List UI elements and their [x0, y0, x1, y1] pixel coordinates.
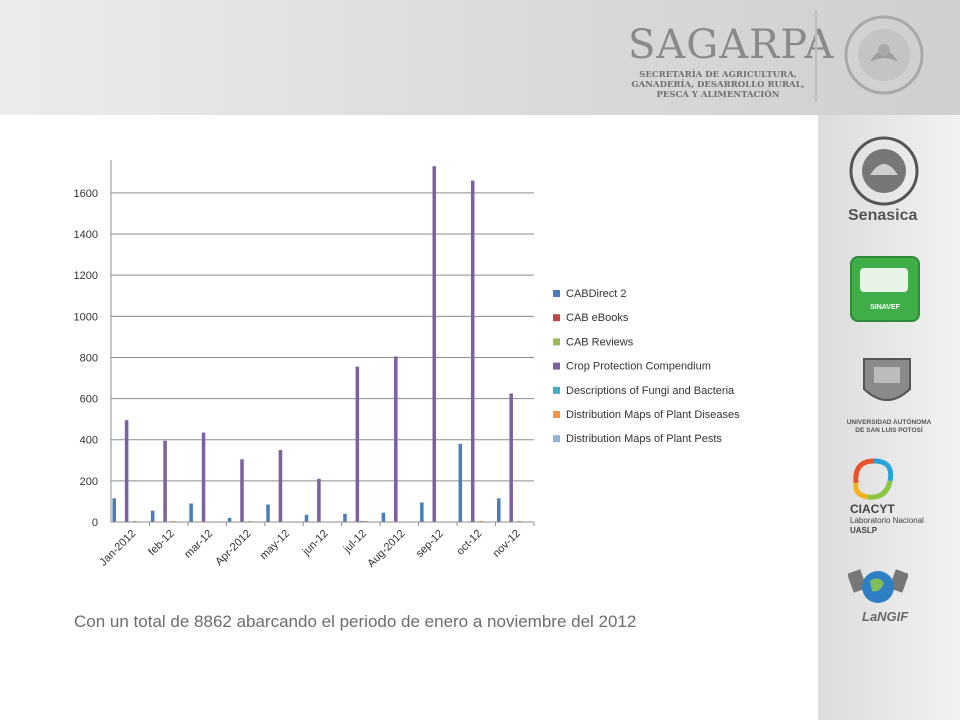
x-tick-label: feb-12 — [146, 528, 177, 559]
uaslp-shield-icon — [863, 358, 911, 401]
legend-swatch — [553, 290, 560, 297]
bar — [432, 166, 437, 522]
bar — [201, 432, 206, 522]
uaslp-label: UNIVERSIDAD AUTÓNOMA DE SAN LUIS POTOSÍ — [844, 419, 934, 435]
mexico-coat-of-arms-icon — [844, 15, 924, 95]
sagarpa-logo-text: SAGARPA — [628, 22, 835, 68]
legend-label: CABDirect 2 — [566, 288, 627, 300]
sinavef-label: SINAVEF — [870, 304, 900, 311]
bar — [266, 504, 270, 522]
legend-swatch — [553, 386, 560, 394]
bar — [124, 420, 129, 522]
axes — [110, 160, 534, 523]
sagarpa-subtitle: SECRETARÍA DE AGRICULTURA, GANADERÍA, DE… — [628, 70, 808, 100]
uaslp-label-line: UNIVERSIDAD AUTÓNOMA — [846, 419, 932, 426]
legend-swatch — [553, 338, 560, 346]
y-tick-label: 1400 — [74, 229, 98, 241]
legend-swatch — [553, 314, 560, 322]
bar — [189, 503, 193, 522]
langif-globe-icon — [848, 569, 908, 603]
total-caption: Con un total de 8862 abarcando el period… — [74, 612, 637, 631]
bar — [317, 478, 321, 522]
ciacyt-uaslp: UASLP — [850, 526, 878, 535]
x-tick-label: jun-12 — [300, 528, 331, 559]
bars — [112, 166, 522, 522]
y-tick-label: 1200 — [74, 270, 98, 282]
bar — [278, 450, 283, 522]
header-divider — [815, 10, 817, 102]
y-tick-label: 800 — [80, 352, 98, 364]
bar — [133, 520, 137, 522]
sagarpa-subtitle-line: SECRETARÍA DE AGRICULTURA, — [639, 70, 797, 80]
x-tick-label: Jan-2012 — [97, 528, 138, 569]
bar — [359, 520, 364, 522]
sagarpa-subtitle-line: PESCA Y ALIMENTACIÓN — [656, 90, 780, 100]
bar — [420, 502, 424, 522]
uaslp-label-line: DE SAN LUIS POTOSÍ — [855, 427, 923, 434]
bar — [509, 393, 513, 522]
bar — [227, 517, 232, 522]
x-tick-label: Aug-2012 — [365, 528, 407, 570]
x-tick-label: sep-12 — [414, 528, 446, 560]
senasica-label: Senasica — [848, 207, 918, 224]
legend-label: Crop Protection Compendium — [566, 361, 711, 373]
legend-label: Distribution Maps of Plant Diseases — [566, 409, 740, 421]
x-tick-label: oct-12 — [454, 528, 484, 558]
legend-label: Descriptions of Fungi and Bacteria — [566, 385, 735, 397]
monthly-access-bar-chart: 0 200 400 600 800 1000 1200 1400 1600 Jan-2012 fe… — [74, 160, 740, 570]
legend-label: CAB eBooks — [566, 312, 629, 324]
bar — [458, 443, 463, 522]
legend-swatch — [553, 411, 560, 418]
ciacyt-subtitle: Laboratorio Nacional — [850, 516, 924, 525]
y-tick-label: 1600 — [74, 188, 98, 200]
bar — [355, 366, 360, 522]
y-tick-label: 400 — [80, 435, 98, 447]
x-tick-label: may-12 — [258, 528, 292, 562]
senasica-logo-icon — [849, 136, 919, 206]
legend-swatch — [553, 362, 560, 370]
y-tick-label: 1000 — [74, 311, 98, 323]
bar — [248, 520, 253, 522]
bar — [517, 520, 522, 522]
bar — [479, 520, 483, 522]
bar — [381, 512, 386, 522]
bar — [496, 498, 501, 522]
y-tick-label: 0 — [92, 517, 98, 529]
ciacyt-title: CIACYT — [850, 502, 895, 516]
langif-label: LaNGIF — [862, 609, 909, 624]
bar — [150, 510, 155, 522]
x-tick-label: Apr-2012 — [213, 528, 253, 568]
partner-logos-sidebar: Senasica SINAVEF UNIVERSIDAD AUTÓNOMA DE… — [818, 115, 960, 720]
chart-legend: CABDirect 2 CAB eBooks CAB Reviews Crop Pro… — [553, 288, 740, 445]
legend-label: CAB Reviews — [566, 336, 634, 348]
bar — [343, 513, 347, 522]
bar — [470, 180, 475, 522]
legend-label: Distribution Maps of Plant Pests — [566, 433, 722, 445]
x-tick-label: nov-12 — [491, 528, 523, 560]
ciacyt-label: CIACYT Laboratorio Nacional UASLP — [850, 503, 924, 536]
ciacyt-logo-icon — [853, 458, 894, 500]
bar — [163, 440, 167, 522]
bar — [304, 514, 309, 522]
bar — [394, 356, 398, 522]
legend-swatch — [553, 435, 560, 443]
bar — [171, 520, 176, 522]
x-tick-label: jul-12 — [341, 528, 369, 556]
bar — [112, 498, 116, 522]
y-axis-ticks: 0 200 400 600 800 1000 1200 1400 1600 — [74, 188, 98, 529]
header-banner: SAGARPA SECRETARÍA DE AGRICULTURA, GANAD… — [0, 0, 960, 115]
gridlines — [111, 192, 534, 482]
sagarpa-subtitle-line: GANADERÍA, DESARROLLO RURAL, — [631, 80, 805, 90]
y-tick-label: 600 — [80, 394, 98, 406]
bar — [363, 520, 368, 522]
x-tick-label: mar-12 — [182, 528, 215, 561]
bar — [240, 459, 244, 522]
sinavef-logo-icon: SINAVEF — [850, 256, 920, 322]
y-tick-label: 200 — [80, 476, 98, 488]
